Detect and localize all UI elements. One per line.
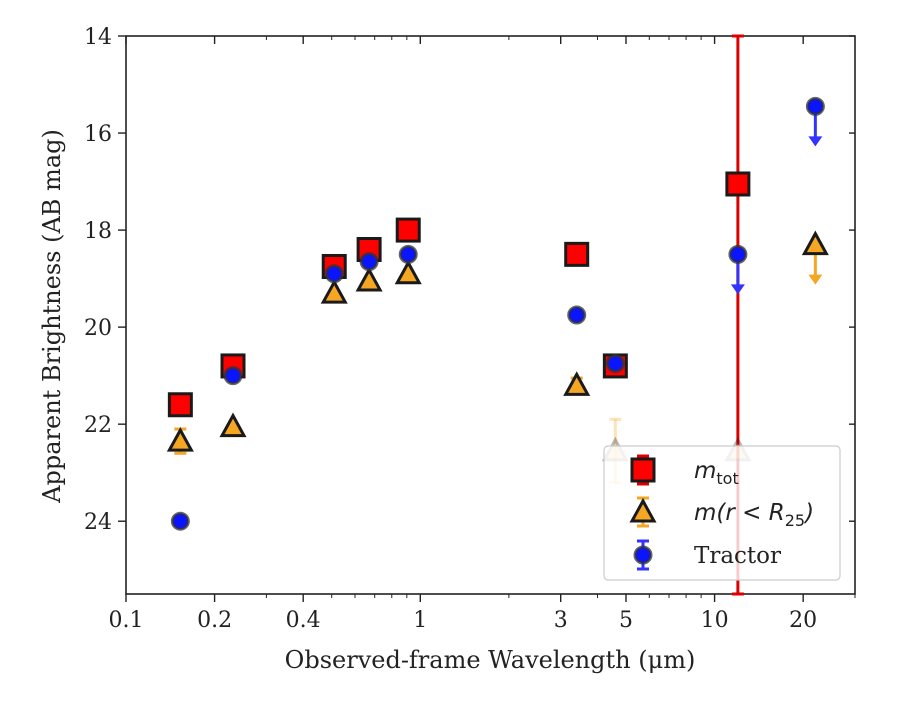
y-tick-label: 24 [84,510,112,535]
upper-limit-arrowhead [730,284,745,295]
x-tick-label: 5 [619,608,633,633]
legend-box [603,445,841,581]
x-tick-label: 1 [413,608,427,633]
legend-marker-circle [633,545,653,565]
data-point-square [725,171,751,197]
series-circle [170,96,825,531]
data-point-triangle [801,230,829,256]
y-tick-label: 14 [84,25,112,50]
data-point-triangle [320,279,348,304]
y-tick-label: 16 [84,122,112,147]
data-point-circle [805,96,825,116]
x-tick-label: 0.4 [286,608,321,633]
x-tick-label: 10 [701,608,729,633]
data-point-circle [324,264,344,284]
x-tick-label: 3 [554,608,568,633]
data-point-square [564,241,590,267]
y-tick-label: 20 [84,316,112,341]
data-point-circle [398,244,418,264]
data-point-square [167,392,193,418]
data-point-triangle [355,266,383,292]
data-point-circle [223,366,243,386]
data-point-circle [567,305,587,325]
x-tick-label: 0.2 [197,608,232,633]
upper-limit-arrowhead [808,274,823,285]
legend-label: mtot [694,458,739,488]
y-tick-label: 22 [84,413,112,438]
data-point-circle [605,354,625,374]
y-axis-title: Apparent Brightness (AB mag) [38,129,66,504]
legend-entry: mtot [630,454,739,488]
data-point-square [395,217,421,243]
legend-marker-square [630,457,656,483]
plot-frame [125,35,856,595]
data-point-circle [170,511,190,531]
legend-marker-triangle [629,497,657,523]
data-point-circle [728,244,748,264]
x-tick-label: 0.1 [109,608,144,633]
data-point-circle [359,252,379,272]
series-triangle [166,230,829,484]
legend-entry: m(r < R25) [629,496,814,530]
data-point-triangle [394,259,422,285]
upper-limit-arrowhead [808,136,823,147]
x-axis-title: Observed-frame Wavelength (μm) [285,646,696,674]
data-point-triangle [563,371,591,396]
legend-label: m(r < R25) [694,500,814,530]
legend-entry: Tractor [633,539,781,571]
legend-label: Tractor [694,543,781,569]
x-tick-label: 20 [789,608,817,633]
y-tick-label: 18 [84,219,112,244]
data-point-triangle [166,427,194,452]
data-point-triangle [219,412,247,438]
